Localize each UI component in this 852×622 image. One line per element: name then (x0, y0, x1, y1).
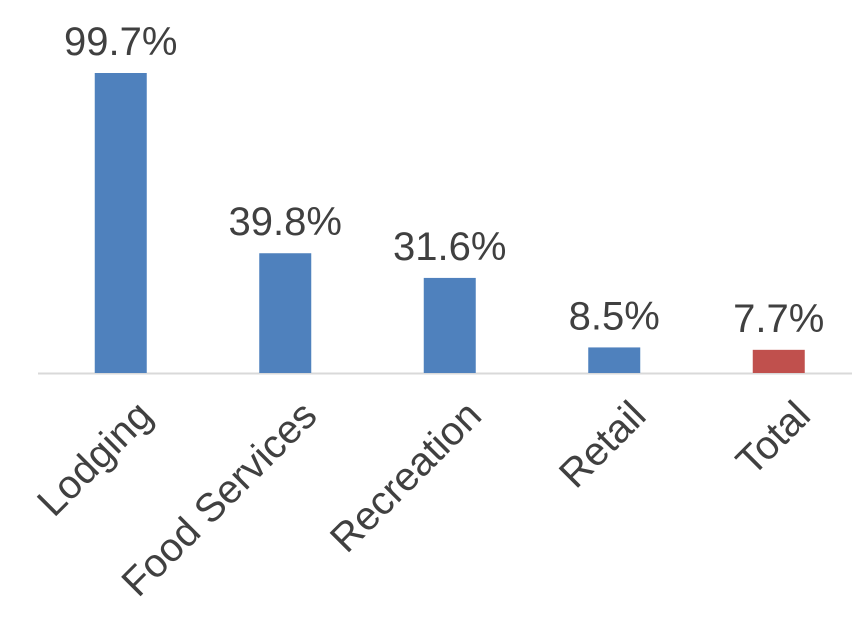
value-label: 31.6% (393, 225, 506, 269)
value-label: 99.7% (64, 20, 177, 64)
value-label: 8.5% (569, 294, 660, 338)
x-tick-label: Retail (551, 393, 654, 496)
bar (259, 253, 312, 373)
x-tick-label: Total (728, 393, 819, 484)
x-tick-label: Recreation (322, 393, 490, 561)
value-label: 39.8% (229, 200, 342, 244)
bar (752, 349, 805, 373)
bar (588, 347, 641, 373)
bar (94, 73, 147, 373)
x-tick-label: Lodging (29, 393, 161, 525)
value-label: 7.7% (733, 297, 824, 341)
bar (423, 277, 476, 373)
